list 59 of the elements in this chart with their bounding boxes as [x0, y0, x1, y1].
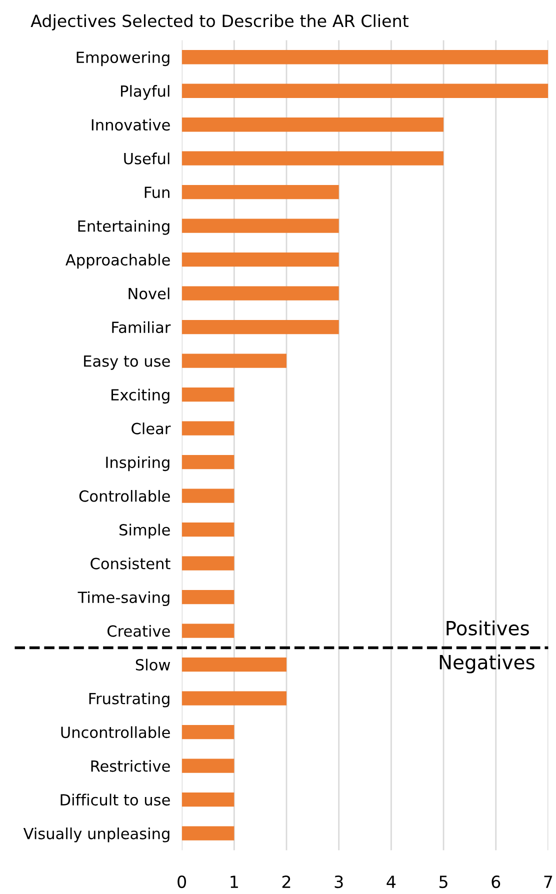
x-tick-label: 6 — [492, 875, 500, 888]
x-tick-label: 4 — [386, 876, 396, 888]
x-tick-label: 1 — [230, 876, 238, 888]
y-tick-label: Consistent — [90, 558, 170, 570]
y-tick-label: Clear — [132, 422, 171, 434]
y-tick-label: Entertaining — [78, 220, 170, 235]
bar — [182, 151, 444, 166]
bar — [182, 657, 286, 672]
y-tick-label: Playful — [121, 85, 170, 100]
y-tick-label: Exciting — [112, 388, 170, 404]
y-tick-label: Familiar — [112, 321, 171, 334]
ref-line-label: Positives — [446, 620, 529, 636]
x-tick-label: 5 — [440, 876, 448, 888]
bar — [182, 792, 234, 807]
y-tick-label: Simple — [120, 524, 170, 539]
bar — [182, 522, 234, 537]
y-tick-label: Frustrating — [89, 692, 170, 708]
x-tick-label: 2 — [282, 875, 290, 888]
bar — [182, 556, 234, 570]
y-tick-label: Uncontrollable — [61, 726, 170, 738]
y-tick-label: Approachable — [66, 254, 170, 269]
bar — [182, 252, 339, 267]
y-tick-label: Slow — [136, 658, 170, 671]
y-tick-label: Time-saving — [78, 591, 170, 606]
y-tick-label: Innovative — [92, 118, 170, 131]
bar — [182, 590, 234, 604]
bar — [182, 354, 286, 368]
x-tick-label: 7 — [544, 876, 552, 888]
bar — [182, 421, 234, 436]
bar — [182, 388, 234, 402]
bar — [182, 320, 339, 334]
y-tick-label: Creative — [108, 625, 170, 637]
bar — [182, 118, 444, 132]
bar — [182, 826, 234, 840]
y-tick-label: Fun — [144, 186, 170, 198]
bar — [182, 218, 339, 233]
bar — [182, 286, 339, 300]
chart-title: Adjectives Selected to Describe the AR Client — [30, 14, 408, 30]
bar — [182, 488, 234, 503]
y-tick-label: Easy to use — [84, 356, 170, 370]
bar — [182, 84, 548, 98]
y-tick-label: Difficult to use — [60, 794, 170, 806]
x-tick-label: 3 — [334, 875, 343, 888]
bar — [182, 691, 286, 706]
y-tick-label: Controllable — [79, 490, 170, 502]
y-tick-label: Novel — [128, 288, 170, 300]
y-tick-label: Visually unpleasing — [23, 828, 170, 842]
y-tick-label: Useful — [124, 152, 170, 164]
bar — [182, 758, 234, 773]
x-tick-label: 0 — [178, 875, 186, 888]
y-tick-label: Inspiring — [106, 456, 170, 472]
annotation: Negatives — [440, 654, 534, 674]
bar — [182, 624, 234, 638]
y-tick-label: Empowering — [76, 51, 170, 66]
bar — [182, 455, 234, 470]
bar — [182, 50, 548, 64]
bar — [182, 185, 339, 200]
y-tick-label: Restrictive — [91, 760, 170, 772]
bar — [182, 724, 234, 740]
